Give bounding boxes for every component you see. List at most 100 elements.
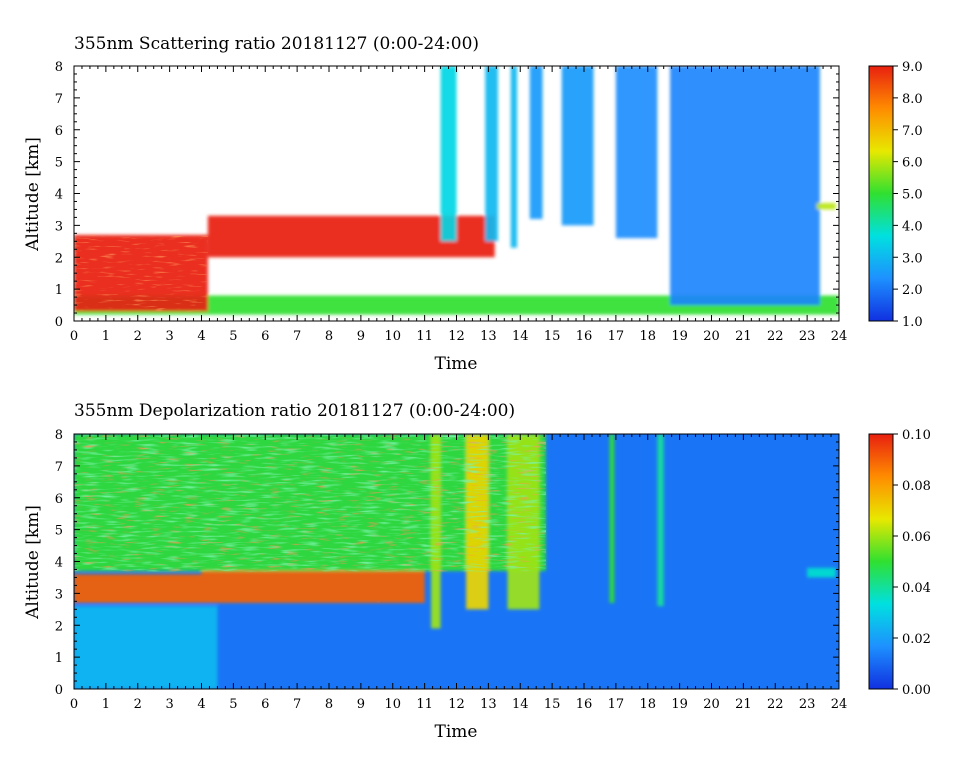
depolarization-x-tick-label: 16: [576, 697, 593, 712]
depolarization-x-tick-label: 17: [608, 697, 625, 712]
scattering-x-tick-label: 15: [544, 329, 561, 344]
depolarization-y-tick-label: 6: [55, 492, 63, 507]
depolarization-x-tick-label: 2: [134, 697, 142, 712]
depolarization-texture-white: [201, 574, 425, 603]
depolarization-x-axis-label: Time: [435, 722, 478, 742]
scattering-colorbar-tick-label: 9.0: [902, 60, 923, 75]
depolarization-colorbar-tick-label: 0.08: [902, 479, 931, 494]
scattering-plot-area: [74, 66, 839, 321]
scattering-x-tick-label: 4: [197, 329, 205, 344]
scattering-x-tick-label: 17: [608, 329, 625, 344]
depolarization-y-tick-label: 8: [55, 428, 63, 443]
depolarization-x-tick-label: 22: [767, 697, 784, 712]
depolarization-x-tick-label: 21: [735, 697, 752, 712]
depolarization-colorbar: [868, 433, 894, 690]
scattering-colorbar-tick-label: 7.0: [902, 124, 923, 139]
depolarization-x-tick-label: 19: [671, 697, 688, 712]
scattering-y-tick-label: 8: [55, 60, 63, 75]
scattering-y-tick-label: 0: [55, 315, 63, 330]
scattering-colorbar: [868, 65, 894, 322]
scattering-feature-cloud-column: [510, 66, 518, 248]
scattering-texture-red: [74, 234, 208, 312]
scattering-feature-cloud-column: [529, 66, 543, 219]
scattering-texture-white: [214, 219, 489, 251]
depolarization-y-tick-label: 7: [55, 460, 63, 475]
depolarization-x-tick-label: 11: [416, 697, 433, 712]
scattering-x-tick-label: 12: [448, 329, 465, 344]
scattering-x-tick-label: 6: [261, 329, 269, 344]
scattering-feature-cloud-column: [615, 66, 658, 239]
scattering-x-tick-label: 7: [293, 329, 301, 344]
depolarization-x-tick-label: 3: [165, 697, 173, 712]
depolarization-y-tick-label: 0: [55, 683, 63, 698]
depolarization-x-tick-label: 24: [831, 697, 848, 712]
scattering-x-tick-label: 19: [671, 329, 688, 344]
scattering-x-tick-label: 5: [229, 329, 237, 344]
depolarization-y-tick-label: 3: [55, 587, 63, 602]
scattering-x-tick-label: 11: [416, 329, 433, 344]
scattering-feature-cloud-column: [561, 66, 594, 226]
scattering-x-axis-label: Time: [435, 354, 478, 374]
depolarization-x-tick-label: 7: [293, 697, 301, 712]
scattering-feature-cloud-column: [485, 66, 498, 242]
scattering-colorbar-tick-label: 2.0: [902, 283, 923, 298]
depolarization-y-tick-label: 2: [55, 619, 63, 634]
depolarization-ratio-panel: 355nm Depolarization ratio 20181127 (0:0…: [23, 401, 931, 742]
scattering-y-tick-label: 1: [55, 283, 63, 298]
depolarization-plot-area: [74, 434, 839, 689]
scattering-y-tick-label: 6: [55, 124, 63, 139]
depolarization-x-tick-label: 4: [197, 697, 205, 712]
depolarization-colorbar-tick-label: 0.10: [902, 428, 931, 443]
depolarization-y-tick-label: 5: [55, 524, 63, 539]
depolarization-axes: 0 1 2 3 4 5 6 7 8 9 10 11 12 13 14 15 16 17 18 19 20 21 22 23 24…: [55, 428, 848, 712]
scattering-colorbar-tick-label: 5.0: [902, 188, 923, 203]
depolarization-x-tick-label: 10: [384, 697, 401, 712]
depolarization-x-tick-label: 23: [799, 697, 816, 712]
scattering-x-tick-label: 3: [165, 329, 173, 344]
depolarization-x-tick-label: 13: [480, 697, 497, 712]
depolarization-feature-layer: [807, 567, 836, 578]
scattering-y-tick-label: 7: [55, 92, 63, 107]
scattering-ratio-panel: 355nm Scattering ratio 20181127 (0:00-24…: [23, 34, 923, 374]
depolarization-x-tick-label: 6: [261, 697, 269, 712]
scattering-x-tick-label: 0: [70, 329, 78, 344]
depolarization-colorbar-tick-label: 0.02: [902, 632, 931, 647]
scattering-y-tick-label: 3: [55, 219, 63, 234]
scattering-axes: 0 1 2 3 4 5 6 7 8 9 10 11 12 13 14 15 16 17 18 19 20 21 22 23 24…: [55, 60, 848, 344]
scattering-colorbar-tick-label: 1.0: [902, 315, 923, 330]
scattering-x-tick-label: 22: [767, 329, 784, 344]
scattering-x-tick-label: 9: [357, 329, 365, 344]
depolarization-feature-column: [609, 434, 615, 603]
depolarization-y-tick-label: 1: [55, 651, 63, 666]
depolarization-feature-cloud-base: [74, 574, 202, 603]
scattering-x-tick-label: 1: [102, 329, 110, 344]
depolarization-texture-red: [74, 434, 546, 572]
scattering-x-tick-label: 21: [735, 329, 752, 344]
depolarization-x-tick-label: 8: [325, 697, 333, 712]
scattering-feature-cloud: [816, 203, 836, 210]
depolarization-x-tick-label: 0: [70, 697, 78, 712]
scattering-x-tick-label: 18: [639, 329, 656, 344]
scattering-y-tick-label: 2: [55, 251, 63, 266]
depolarization-colorbar-tick-label: 0.00: [902, 683, 931, 698]
scattering-x-tick-label: 23: [799, 329, 816, 344]
depolarization-colorbar-tick-label: 0.04: [902, 581, 931, 596]
scattering-x-tick-label: 8: [325, 329, 333, 344]
scattering-feature-cloud-column: [670, 66, 820, 306]
depolarization-feature-boundary-layer: [74, 606, 218, 689]
depolarization-x-tick-label: 20: [703, 697, 720, 712]
depolarization-y-tick-label: 4: [55, 556, 63, 571]
depolarization-x-tick-label: 1: [102, 697, 110, 712]
scattering-chart-title: 355nm Scattering ratio 20181127 (0:00-24…: [74, 34, 479, 54]
scattering-feature-boundary-layer: [74, 295, 839, 315]
scattering-colorbar-tick-label: 4.0: [902, 219, 923, 234]
scattering-colorbar-tick-label: 8.0: [902, 92, 923, 107]
depolarization-chart-title: 355nm Depolarization ratio 20181127 (0:0…: [74, 401, 515, 421]
scattering-x-tick-label: 13: [480, 329, 497, 344]
scattering-colorbar-ticks: 1.0 2.0 3.0 4.0 5.0 6.0 7.0 8.0 9.0: [893, 60, 923, 330]
depolarization-x-tick-label: 9: [357, 697, 365, 712]
scattering-feature-cloud-column: [440, 66, 457, 242]
scattering-x-tick-label: 2: [134, 329, 142, 344]
scattering-x-tick-label: 10: [384, 329, 401, 344]
